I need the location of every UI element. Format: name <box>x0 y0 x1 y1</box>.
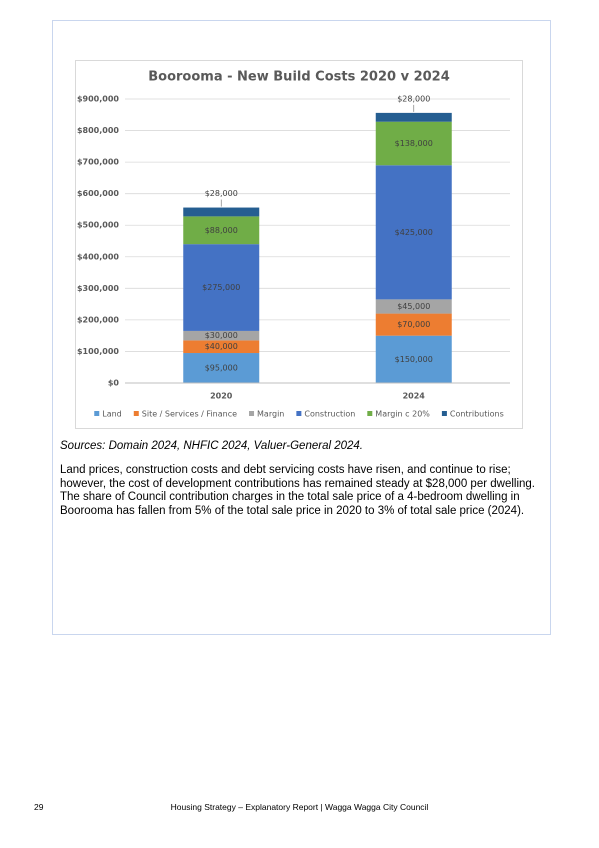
bar-segment <box>183 244 260 331</box>
legend-label: Contributions <box>450 410 504 419</box>
y-tick-label: $700,000 <box>77 158 119 167</box>
legend-swatch <box>133 411 139 416</box>
legend-label: Land <box>102 410 122 419</box>
y-tick-label: $300,000 <box>77 284 119 293</box>
data-label: $275,000 <box>202 283 240 292</box>
bar-segment <box>183 353 260 383</box>
bar-segment <box>375 121 452 166</box>
legend-label: Margin c 20% <box>375 410 430 419</box>
data-label: $40,000 <box>205 342 238 351</box>
bar-segment <box>183 216 260 245</box>
content-frame <box>52 20 551 635</box>
legend-swatch <box>249 411 255 416</box>
y-tick-label: $500,000 <box>77 221 119 230</box>
chart-title: Boorooma - New Build Costs 2020 v 2024 <box>148 70 450 85</box>
data-label: $88,000 <box>205 226 238 235</box>
data-label: $45,000 <box>397 302 430 311</box>
bar-segment <box>375 299 452 314</box>
bar-segment <box>183 207 260 217</box>
legend-swatch <box>367 411 373 416</box>
y-tick-label: $400,000 <box>77 252 119 261</box>
body-paragraph: Land prices, construction costs and debt… <box>60 464 535 517</box>
legend-label: Margin <box>257 410 284 419</box>
chart-border <box>75 60 523 429</box>
data-label: $150,000 <box>395 355 433 364</box>
data-label: $28,000 <box>397 94 430 103</box>
data-label: $28,000 <box>205 189 238 198</box>
data-label: $425,000 <box>395 228 433 237</box>
data-label: $30,000 <box>205 331 238 340</box>
data-label: $95,000 <box>205 364 238 373</box>
y-tick-label: $900,000 <box>77 95 119 104</box>
x-tick-label: 2020 <box>210 392 233 401</box>
bar-segment <box>375 313 452 336</box>
chart: Boorooma - New Build Costs 2020 v 2024 $… <box>75 60 523 429</box>
bar-segment <box>183 330 260 341</box>
bar-segment <box>375 165 452 300</box>
x-tick-label: 2024 <box>403 392 426 401</box>
legend-label: Site / Services / Finance <box>142 410 237 419</box>
legend-swatch <box>441 411 447 416</box>
data-label: $70,000 <box>397 320 430 329</box>
y-tick-label: $200,000 <box>77 315 119 324</box>
sources-note: Sources: Domain 2024, NHFIC 2024, Valuer… <box>60 440 363 452</box>
y-tick-label: $800,000 <box>77 126 119 135</box>
data-label: $138,000 <box>395 139 433 148</box>
bar-segment <box>183 340 260 354</box>
legend-swatch <box>296 411 302 416</box>
y-tick-label: $0 <box>108 379 120 388</box>
page-number: 29 <box>34 802 44 812</box>
legend-swatch <box>94 411 100 416</box>
bar-segment <box>375 112 452 122</box>
bar-segment <box>375 335 452 383</box>
y-tick-label: $600,000 <box>77 189 119 198</box>
legend-label: Construction <box>304 410 355 419</box>
footer-text: Housing Strategy – Explanatory Report | … <box>170 802 429 812</box>
y-tick-label: $100,000 <box>77 347 119 356</box>
